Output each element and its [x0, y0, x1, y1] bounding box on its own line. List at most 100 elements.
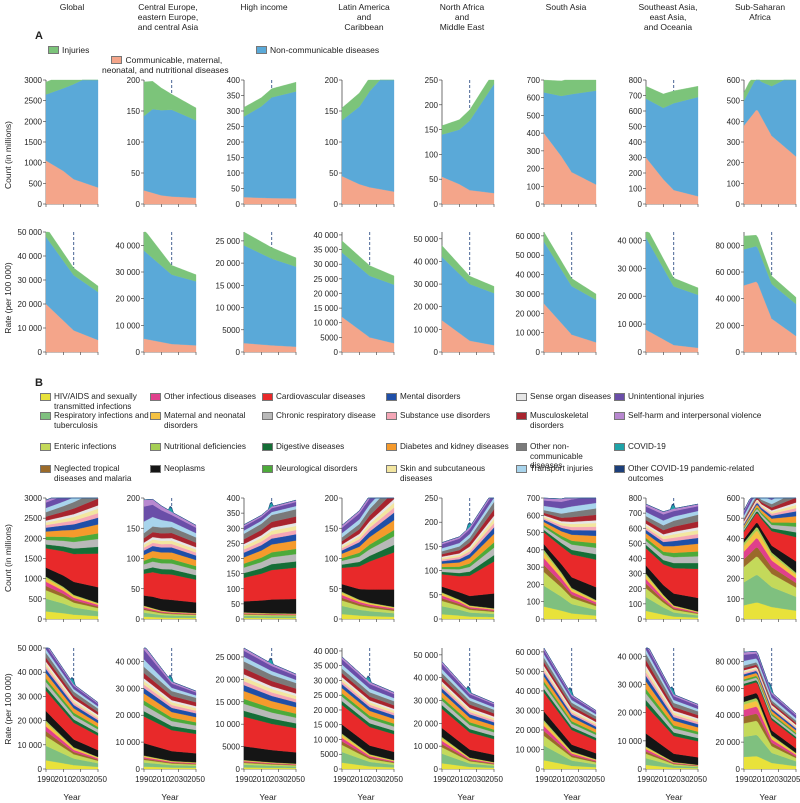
area-other-covid-19-pandemic-related-outcomes	[441, 661, 495, 703]
y-tick-label: 20 000	[716, 321, 741, 330]
region-title-6: South Asia	[545, 2, 587, 12]
y-tick-label: 200	[527, 580, 541, 589]
area-neoplasms	[243, 598, 297, 614]
y-tick-label: 0	[638, 348, 643, 357]
legend-swatch	[150, 443, 161, 451]
y-tick-label: 40 000	[716, 295, 741, 304]
legend-b-item: Other non-communicable diseases	[516, 442, 614, 471]
y-tick-label: 20 000	[116, 711, 141, 720]
y-tick-label: 30 000	[314, 676, 339, 685]
legend-swatch	[614, 465, 625, 473]
legend-b-label: Neglected tropical diseases and malaria	[54, 464, 132, 483]
legend-b-item: Enteric infections	[40, 442, 150, 452]
y-tick-label: 150	[127, 524, 141, 533]
y-tick-label: 600	[727, 494, 741, 503]
legend-swatch	[614, 443, 625, 451]
area-injuries	[441, 79, 495, 135]
y-tick-label: 200	[527, 165, 541, 174]
area-injuries	[645, 85, 699, 109]
y-tick-label: 20 000	[18, 717, 43, 726]
y-tick-label: 0	[536, 200, 541, 209]
area-injuries	[341, 240, 395, 285]
y-tick-label: 25 000	[314, 691, 339, 700]
y-tick-label: 0	[136, 348, 141, 357]
x-tick-label: 1990	[135, 775, 153, 784]
legend-b-label: Nutritional deficiencies	[164, 442, 246, 451]
y-tick-label: 0	[236, 615, 241, 624]
y-tick-label: 30 000	[618, 264, 643, 273]
legend-swatch	[150, 393, 161, 401]
x-tick-label: 2010	[752, 775, 770, 784]
y-tick-label: 40 000	[116, 657, 141, 666]
y-tick-label: 20 000	[716, 738, 741, 747]
y-tick-label: 300	[527, 147, 541, 156]
y-tick-label: 50	[131, 169, 140, 178]
legend-b-label: Diabetes and kidney diseases	[400, 442, 509, 451]
legend-b-item: Diabetes and kidney diseases	[386, 442, 516, 452]
y-tick-label: 150	[425, 542, 439, 551]
legend-b-label: Unintentional injuries	[628, 392, 705, 401]
y-tick-label: 50 000	[414, 235, 439, 244]
y-tick-label: 20 000	[414, 303, 439, 312]
x-tick-label: 2050	[689, 775, 707, 784]
y-tick-label: 1000	[24, 575, 42, 584]
y-tick-label: 0	[38, 615, 43, 624]
y-tick-label: 200	[227, 555, 241, 564]
y-tick-label: 400	[527, 546, 541, 555]
y-tick-label: 10 000	[618, 737, 643, 746]
y-tick-label: 250	[227, 539, 241, 548]
y-tick-label: 10 000	[216, 720, 241, 729]
y-tick-label: 30 000	[18, 276, 43, 285]
y-tick-label: 0	[434, 765, 439, 774]
y-tick-label: 1500	[24, 555, 42, 564]
y-tick-label: 25 000	[314, 275, 339, 284]
legend-b-item: Transport injuries	[516, 464, 614, 474]
y-tick-label: 150	[127, 107, 141, 116]
y-tick-label: 400	[727, 534, 741, 543]
legend-b-item: Mental disorders	[386, 392, 516, 402]
y-tick-label: 100	[727, 595, 741, 604]
y-tick-label: 500	[527, 111, 541, 120]
x-label: Year	[665, 792, 683, 802]
area-injuries	[143, 81, 197, 121]
y-tick-label: 50 000	[18, 228, 43, 237]
legend-swatch	[386, 465, 397, 473]
y-tick-label: 500	[629, 123, 643, 132]
y-tick-label: 0	[736, 765, 741, 774]
legend-b-label: COVID-19	[628, 442, 666, 451]
legend-b-item: COVID-19	[614, 442, 764, 452]
y-tick-label: 30 000	[414, 697, 439, 706]
y-tick-label: 40 000	[314, 231, 339, 240]
y-tick-label: 400	[227, 76, 241, 85]
legend-swatch	[40, 412, 51, 420]
x-tick-label: 2050	[587, 775, 605, 784]
legend-b-item: Sense organ diseases	[516, 392, 614, 402]
x-tick-label: 2030	[72, 775, 90, 784]
x-tick-label: 2030	[270, 775, 288, 784]
y-tick-label: 10 000	[314, 735, 339, 744]
y-tick-label: 20 000	[116, 295, 141, 304]
y-tick-label: 50	[231, 600, 240, 609]
x-tick-label: 1990	[735, 775, 753, 784]
panel-a-letter: A	[35, 30, 43, 42]
y-tick-label: 250	[425, 494, 439, 503]
legend-swatch	[150, 412, 161, 420]
legend-a-item: Injuries	[48, 45, 89, 55]
legend-b-label: Transport injuries	[530, 464, 593, 473]
y-tick-label: 1500	[24, 138, 42, 147]
legend-b: HIV/AIDS and sexually transmitted infect…	[40, 392, 800, 492]
y-tick-label: 20 000	[618, 292, 643, 301]
area-injuries	[743, 235, 797, 305]
y-tick-label: 0	[434, 200, 439, 209]
y-tick-label: 20 000	[18, 300, 43, 309]
area-other-covid-19-pandemic-related-outcomes	[341, 656, 395, 693]
y-tick-label: 15 000	[216, 281, 241, 290]
y-tick-label: 100	[527, 182, 541, 191]
legend-swatch	[40, 443, 51, 451]
legend-a: Injuries Communicable, maternal, neonata…	[48, 45, 568, 75]
y-tick-label: 20 000	[516, 726, 541, 735]
y-tick-label: 700	[629, 92, 643, 101]
legend-b-label: Maternal and neonatal disorders	[164, 411, 246, 430]
y-tick-label: 10 000	[116, 738, 141, 747]
